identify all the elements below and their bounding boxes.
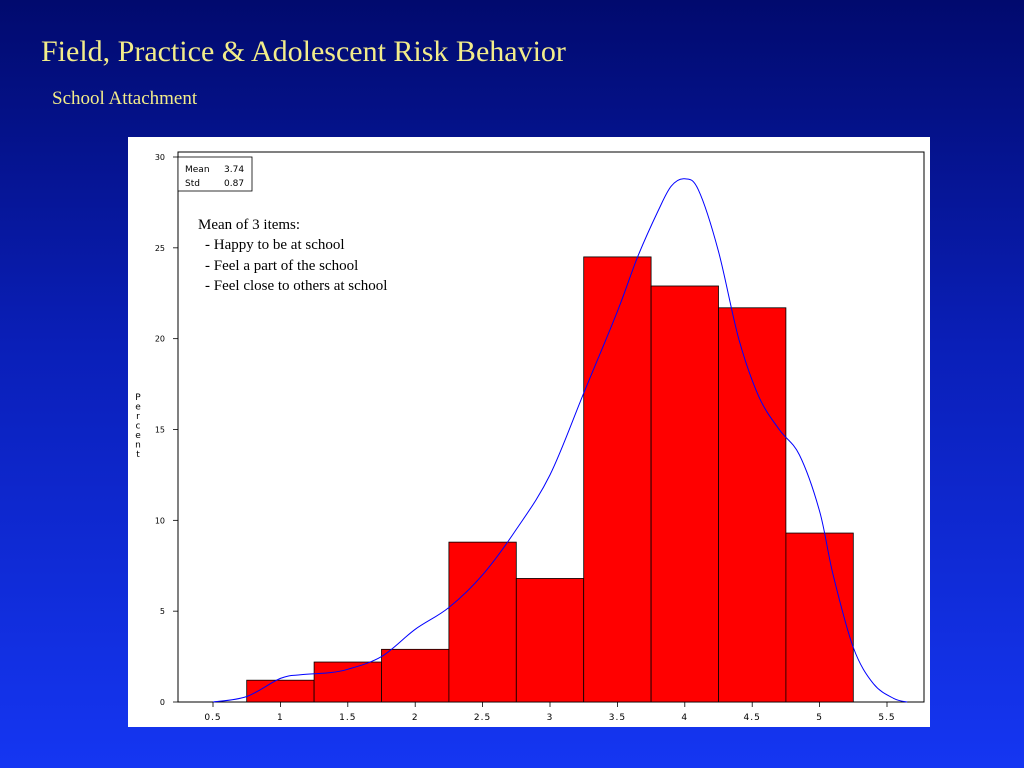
y-tick-label: 15 bbox=[155, 426, 165, 435]
y-tick-label: 25 bbox=[155, 244, 165, 253]
x-tick-label: 4 bbox=[681, 713, 688, 723]
stats-mean-label: Mean bbox=[185, 165, 210, 175]
histogram-bar bbox=[515, 578, 585, 703]
note-heading: Mean of 3 items: bbox=[198, 217, 300, 233]
x-tick-label: 4.5 bbox=[744, 713, 761, 723]
x-tick-label: 2 bbox=[412, 713, 419, 723]
x-tick-label: 2.5 bbox=[474, 713, 491, 723]
x-tick-label: 0.5 bbox=[204, 713, 221, 723]
slide-subtitle: School Attachment bbox=[52, 88, 198, 109]
histogram-bar bbox=[785, 532, 854, 703]
x-tick-label: 1.5 bbox=[339, 713, 356, 723]
x-tick-label: 5 bbox=[816, 713, 823, 723]
histogram-bar bbox=[448, 541, 517, 703]
bars-group bbox=[246, 256, 854, 703]
stats-std-label: Std bbox=[185, 179, 200, 189]
note-item: - Feel a part of the school bbox=[205, 258, 358, 274]
x-tick-label: 3.5 bbox=[609, 713, 626, 723]
y-axis: 0 5 10 15 20 25 30 bbox=[155, 153, 178, 707]
density-curve bbox=[212, 178, 908, 703]
stats-std-value: 0.87 bbox=[224, 179, 244, 189]
x-tick-label: 3 bbox=[547, 713, 554, 723]
histogram-bar bbox=[718, 307, 787, 703]
note-block: Mean of 3 items: - Happy to be at school… bbox=[198, 217, 387, 294]
stats-box: Mean 3.74 Std 0.87 bbox=[177, 156, 253, 192]
note-item: - Happy to be at school bbox=[205, 237, 345, 253]
histogram-bar bbox=[381, 648, 450, 703]
slide-title: Field, Practice & Adolescent Risk Behavi… bbox=[41, 35, 566, 68]
histogram-bar bbox=[650, 285, 719, 703]
y-tick-label: 10 bbox=[155, 516, 165, 525]
x-tick-label: 1 bbox=[277, 713, 284, 723]
stats-mean-value: 3.74 bbox=[224, 165, 244, 175]
y-tick-label: 20 bbox=[155, 335, 165, 344]
histogram-bar bbox=[583, 256, 652, 703]
x-tick-label: 5.5 bbox=[878, 713, 895, 723]
y-tick-label: 0 bbox=[160, 698, 165, 707]
x-axis: 0.5 1 1.5 2 2.5 3 3.5 4 4.5 5 5.5 bbox=[204, 702, 895, 723]
histogram-bar bbox=[246, 679, 315, 703]
note-item: - Feel close to others at school bbox=[205, 278, 387, 294]
y-tick-label: 5 bbox=[160, 607, 165, 616]
histogram-bar bbox=[313, 661, 382, 703]
y-tick-label: 30 bbox=[155, 153, 165, 162]
